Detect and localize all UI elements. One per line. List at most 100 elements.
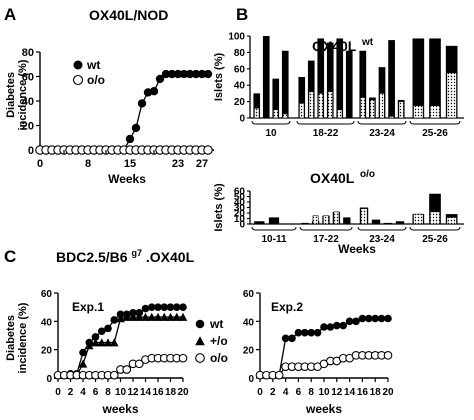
bar <box>301 222 309 224</box>
bar <box>336 38 344 118</box>
bar <box>253 93 261 118</box>
x-tick-label: 2 <box>270 387 276 398</box>
bar <box>412 38 425 118</box>
experiment-label: Exp.2 <box>271 300 303 314</box>
x-tick-label: 8 <box>85 158 91 170</box>
y-tick-label: 80 <box>234 48 246 59</box>
data-point-+/o <box>141 312 150 321</box>
data-point-wt <box>288 334 296 343</box>
panel-c-title-sup: g7 <box>131 248 142 258</box>
x-tick-label: 10 <box>318 387 330 398</box>
bar <box>388 40 395 118</box>
data-point-wt <box>313 328 322 337</box>
data-point-o/o <box>383 350 393 360</box>
group-label: 23-24 <box>369 234 395 245</box>
y-tick-label: 0 <box>248 374 254 385</box>
legend-marker-wt <box>195 319 205 329</box>
panel-label-c: C <box>4 247 16 266</box>
data-point-wt <box>320 323 328 331</box>
bar <box>395 221 405 224</box>
panel-b-top-title-sup: wt <box>361 37 374 48</box>
x-tick-label: 8 <box>105 387 111 398</box>
group-label: 10-11 <box>261 234 286 245</box>
data-point-wt <box>294 328 303 337</box>
x-tick-label: 0 <box>257 387 263 398</box>
data-point-wt <box>110 316 119 324</box>
data-point-wt <box>339 321 348 330</box>
bar-dotted <box>308 91 314 119</box>
y-tick-label: 0 <box>46 374 52 385</box>
data-point-+/o <box>109 338 119 347</box>
x-tick-label: 6 <box>296 387 302 398</box>
legend-marker-o/o <box>195 353 205 363</box>
data-point-wt <box>91 333 100 341</box>
legend-marker-wt <box>73 60 83 70</box>
data-point-wt <box>384 314 392 323</box>
bar-dotted <box>333 211 340 225</box>
data-point-wt <box>137 99 147 108</box>
panel-label-a: A <box>4 5 16 24</box>
bar <box>262 36 270 118</box>
group-bracket <box>299 226 353 231</box>
legend-label-+/o: +/o <box>210 334 228 348</box>
bar <box>378 67 386 118</box>
data-point-wt <box>141 304 150 313</box>
data-point-wt <box>125 134 135 144</box>
bar <box>268 217 280 224</box>
bar-dotted <box>379 93 385 119</box>
group-bracket <box>409 226 461 231</box>
data-point-wt <box>155 74 165 84</box>
x-tick-label: 12 <box>331 387 343 398</box>
legend-label-wt: wt <box>209 317 223 331</box>
data-point-+/o <box>103 338 113 347</box>
data-point-+/o <box>91 338 100 347</box>
bar <box>371 219 381 224</box>
data-point-+/o <box>166 312 175 321</box>
x-axis-label: weeks <box>101 402 138 416</box>
x-tick-label: 10 <box>115 387 127 398</box>
panel-c-title-suffix: .OX40L <box>146 249 195 265</box>
group-bracket <box>409 120 461 125</box>
bar-dotted <box>337 109 343 119</box>
data-point-wt <box>97 327 106 336</box>
data-point-+/o <box>178 312 188 321</box>
bar-dotted <box>398 101 404 119</box>
data-point-wt <box>166 303 175 311</box>
x-tick-label: 27 <box>196 158 208 170</box>
data-point-wt <box>185 69 195 79</box>
data-point-wt <box>79 348 87 357</box>
y-tick-label: 50 <box>234 192 246 203</box>
bar-dotted <box>446 217 457 225</box>
data-point-wt <box>104 324 112 333</box>
x-axis-label: Weeks <box>108 172 146 186</box>
data-point-wt <box>371 314 380 323</box>
data-point-wt <box>179 69 189 79</box>
bar-dotted <box>369 99 376 119</box>
x-tick-label: 4 <box>283 387 289 398</box>
experiment-label: Exp.1 <box>72 300 104 314</box>
bar-dotted <box>299 102 305 119</box>
data-point-wt <box>147 303 156 311</box>
y-tick-label: 20 <box>41 346 53 357</box>
data-point-+/o <box>172 312 182 321</box>
bar <box>317 38 325 118</box>
y-tick-label: 40 <box>234 81 246 92</box>
group-label: 17-22 <box>313 234 339 245</box>
series-line-wt <box>40 73 208 151</box>
group-label: 25-26 <box>422 128 448 139</box>
x-axis-label-b: Weeks <box>338 242 376 256</box>
bar-dotted <box>323 215 329 225</box>
y-axis-label: Islets (%) <box>213 183 225 232</box>
bar-dotted <box>360 208 368 225</box>
legend-label-o/o: o/o <box>210 351 228 365</box>
panel-a-title: OX40L/NOD <box>89 7 168 23</box>
panel-b-bottom-title-sup: o/o <box>360 169 375 180</box>
data-point-o/o <box>274 370 284 380</box>
data-point-wt <box>131 123 141 133</box>
y-tick-label: 20 <box>234 97 246 108</box>
bar-dotted <box>413 213 424 225</box>
data-point-wt <box>172 303 181 311</box>
data-point-+/o <box>97 338 107 347</box>
x-tick-label: 23 <box>172 158 184 170</box>
y-tick-label: 0 <box>28 145 34 157</box>
